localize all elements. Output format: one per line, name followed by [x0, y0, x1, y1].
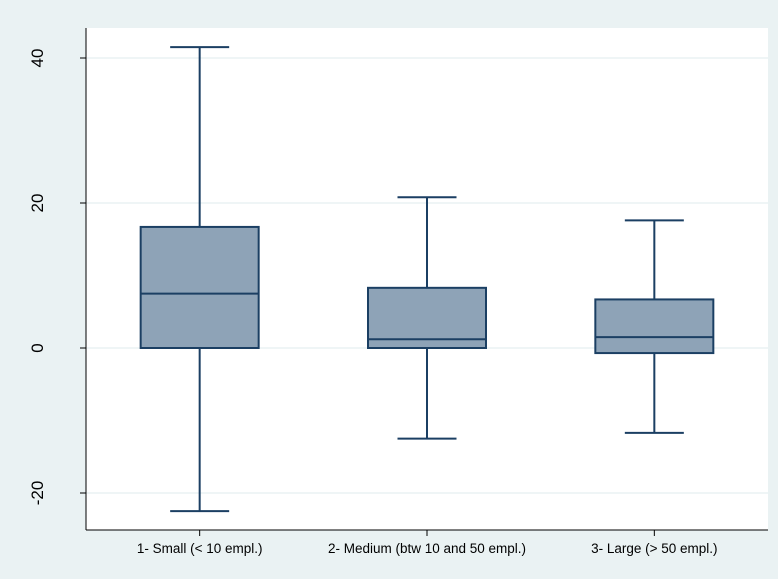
x-tick-layer: 1- Small (< 10 empl.) 2- Medium (btw 10 a…: [137, 530, 718, 556]
iqr-box: [139, 225, 260, 349]
y-tick-label: -20: [28, 481, 47, 506]
x-tick-label: 2- Medium (btw 10 and 50 empl.): [328, 541, 526, 556]
box-layer: [139, 46, 715, 513]
x-tick-label: 3- Large (> 50 empl.): [591, 541, 717, 556]
box-group: [594, 219, 715, 434]
y-tick-label: 0: [28, 343, 47, 352]
box-group: [139, 46, 260, 513]
y-tick-label: 20: [28, 194, 47, 213]
y-tick-label: 40: [28, 49, 47, 68]
x-tick-label: 1- Small (< 10 empl.): [137, 541, 263, 556]
box-group: [367, 196, 487, 440]
y-tick-layer: -20 0 20 40: [28, 49, 86, 506]
iqr-box: [594, 298, 715, 355]
iqr-box: [367, 286, 487, 350]
